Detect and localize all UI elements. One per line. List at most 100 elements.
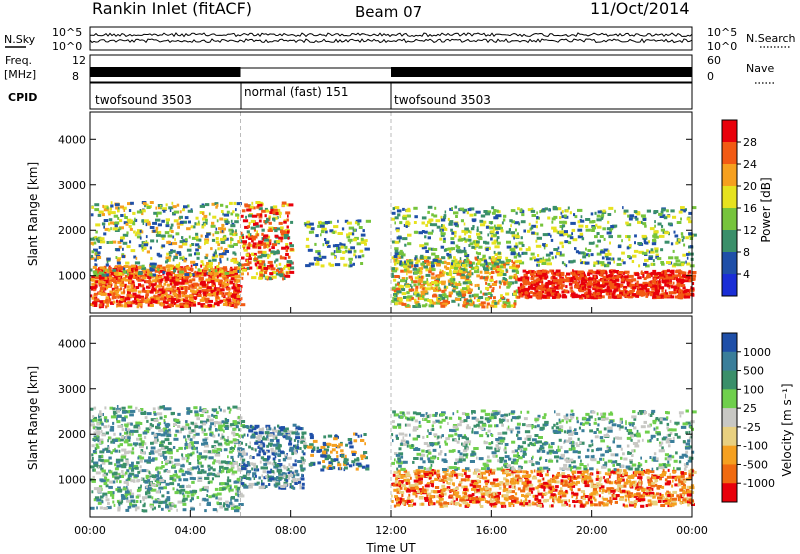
power-cell [289,244,294,248]
power-cell [179,285,184,289]
power-cell [152,221,157,225]
power-cell [417,303,421,307]
power-cell [494,224,496,228]
power-cell [245,235,248,239]
velocity-cell [130,422,133,426]
power-cell [588,276,591,280]
power-cell [158,288,164,292]
power-cell [431,252,436,256]
power-cell [100,240,106,244]
power-cell [674,234,679,238]
velocity-cell [207,464,211,468]
power-cell [437,298,442,301]
noise-tick-low-right: 10^0 [707,40,737,53]
power-cell [465,263,468,267]
power-cell [601,271,604,275]
power-cell [635,294,639,298]
power-cell [269,228,272,232]
power-cell [429,264,432,268]
power-cell [448,294,452,298]
power-cell [344,245,348,249]
power-cell [622,206,624,210]
velocity-cell [214,424,216,428]
power-cell [112,240,117,244]
power-cell [636,283,639,287]
power-cell [409,265,412,269]
power-cell [123,221,129,225]
power-cell [165,277,170,281]
power-cell [340,245,344,249]
power-cell [230,259,236,263]
power-cell [568,282,573,286]
power-cell [272,205,278,209]
velocity-cell [117,506,121,510]
velocity-cell [167,441,172,445]
power-cell [200,260,204,264]
power-cell [559,225,564,228]
power-cell [653,284,658,288]
velocity-cell [225,419,230,422]
power-cell [642,222,647,226]
velocity-cell [233,440,239,444]
power-cell [242,244,246,248]
power-cell [135,271,139,275]
power-cell [234,302,240,306]
power-cell [621,251,625,255]
power-cell [305,264,311,268]
power-cell [117,209,120,213]
power-cell [364,247,370,251]
power-cell [174,238,176,242]
power-cell [574,280,577,284]
power-cell [441,289,445,293]
freq-band-2 [391,67,692,77]
power-cell [569,286,572,290]
power-cell [91,296,94,300]
power-cell [516,295,521,299]
power-cell [415,261,419,265]
power-cell [190,260,196,264]
power-cell [468,294,472,298]
power-cell [252,252,257,256]
velocity-cell [208,450,215,454]
power-cell [496,214,502,218]
power-cell [117,288,121,292]
power-cell [279,255,283,259]
power-cell [222,292,225,296]
power-cell [252,244,256,248]
power-cell [679,289,682,292]
power-cell [579,234,584,238]
power-cell [670,279,672,283]
velocity-cell [185,423,190,427]
power-cell [430,276,436,280]
power-cell [552,279,558,283]
power-cell [287,236,290,240]
velocity-cell [112,500,115,504]
power-cell [146,285,151,289]
power-cell [129,272,133,276]
power-cell [229,280,234,284]
power-cell [532,256,536,260]
power-cell [256,213,262,217]
velocity-cell [234,444,236,448]
power-cell [659,234,665,238]
power-cell [281,246,286,250]
power-cell [478,245,483,249]
power-cell [490,271,495,274]
power-cell [156,214,159,218]
velocity-cell [135,421,141,425]
power-cell [551,217,556,221]
power-cell [676,240,681,244]
power-cell [121,298,125,302]
velocity-cell [173,423,177,426]
power-cell [606,231,612,235]
velocity-cell [219,428,224,432]
power-cell [330,252,335,256]
velocity-cell [224,461,228,465]
power-cell [579,232,584,236]
power-cell [402,214,408,218]
power-cell [119,205,124,209]
power-cell [257,242,260,246]
power-cell [133,300,138,304]
velocity-cell [212,468,216,472]
power-cell [105,269,108,273]
